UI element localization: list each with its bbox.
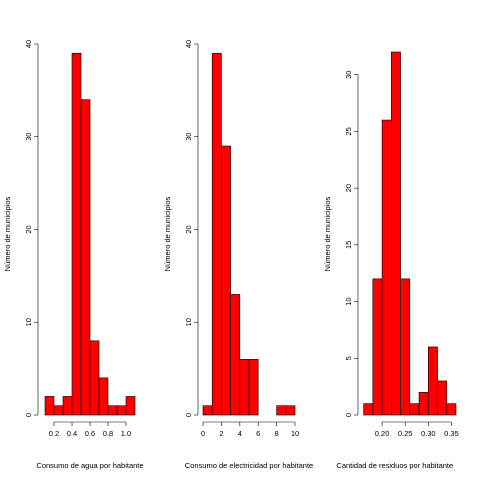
y-tick-label: 20 bbox=[24, 225, 33, 233]
y-tick-label: 10 bbox=[344, 297, 353, 305]
y-tick-label: 40 bbox=[184, 40, 193, 48]
bar bbox=[53, 405, 64, 416]
bar bbox=[427, 346, 438, 416]
y-tick-label: 15 bbox=[344, 241, 353, 249]
x-axis-label: Consumo de agua por habitante bbox=[36, 461, 143, 470]
x-axis-label: Consumo de electricidad por habitante bbox=[185, 461, 313, 470]
bar bbox=[71, 52, 82, 416]
bar bbox=[400, 278, 411, 416]
y-tick-label: 30 bbox=[344, 71, 353, 79]
bar bbox=[98, 377, 109, 416]
bar bbox=[437, 380, 448, 416]
bar bbox=[230, 294, 241, 416]
bar bbox=[44, 396, 55, 416]
x-tick-label: 0.8 bbox=[103, 429, 113, 438]
bar bbox=[446, 403, 457, 416]
y-axis-label: Número de municipios bbox=[3, 196, 12, 271]
x-tick-label: 0.30 bbox=[421, 429, 436, 438]
y-tick-label: 10 bbox=[24, 318, 33, 326]
x-axis-label: Cantidad de residuos por habitante bbox=[336, 461, 453, 470]
bar bbox=[409, 403, 420, 416]
y-tick-label: 25 bbox=[344, 127, 353, 135]
bar bbox=[276, 405, 287, 416]
bar bbox=[363, 403, 374, 416]
y-tick-label: 0 bbox=[24, 413, 33, 417]
x-tick-label: 0.6 bbox=[85, 429, 95, 438]
x-tick-label: 4 bbox=[238, 429, 242, 438]
bar bbox=[80, 99, 91, 416]
x-tick-label: 6 bbox=[256, 429, 260, 438]
x-tick-label: 0.2 bbox=[49, 429, 59, 438]
x-tick-label: 8 bbox=[275, 429, 279, 438]
x-tick-label: 0.20 bbox=[375, 429, 390, 438]
bar bbox=[418, 392, 429, 416]
bar bbox=[211, 52, 222, 416]
x-tick-label: 10 bbox=[291, 429, 299, 438]
bar bbox=[239, 359, 250, 416]
bar bbox=[62, 396, 73, 416]
x-tick-label: 1.0 bbox=[121, 429, 131, 438]
y-tick-label: 30 bbox=[24, 133, 33, 141]
bar bbox=[285, 405, 296, 416]
x-tick-label: 0.25 bbox=[398, 429, 413, 438]
bar bbox=[248, 359, 259, 416]
y-axis-label: Número de municipios bbox=[163, 196, 172, 271]
y-tick-label: 20 bbox=[184, 225, 193, 233]
bar bbox=[221, 145, 231, 416]
y-tick-label: 0 bbox=[344, 413, 353, 417]
y-tick-label: 5 bbox=[344, 356, 353, 360]
x-tick-label: 0 bbox=[201, 429, 205, 438]
bar bbox=[372, 278, 383, 416]
bar bbox=[89, 340, 100, 416]
y-tick-label: 40 bbox=[24, 40, 33, 48]
y-tick-label: 20 bbox=[344, 184, 353, 192]
bar bbox=[202, 405, 213, 416]
x-tick-label: 2 bbox=[219, 429, 223, 438]
x-tick-label: 0.4 bbox=[67, 429, 77, 438]
bar bbox=[381, 119, 392, 416]
bar bbox=[116, 405, 127, 416]
y-tick-label: 30 bbox=[184, 133, 193, 141]
bar bbox=[107, 405, 118, 416]
bar bbox=[391, 51, 401, 416]
bar bbox=[125, 396, 136, 416]
y-axis-label: Número de municipios bbox=[323, 196, 332, 271]
x-tick-label: 0.35 bbox=[444, 429, 459, 438]
y-tick-label: 0 bbox=[184, 413, 193, 417]
y-tick-label: 10 bbox=[184, 318, 193, 326]
